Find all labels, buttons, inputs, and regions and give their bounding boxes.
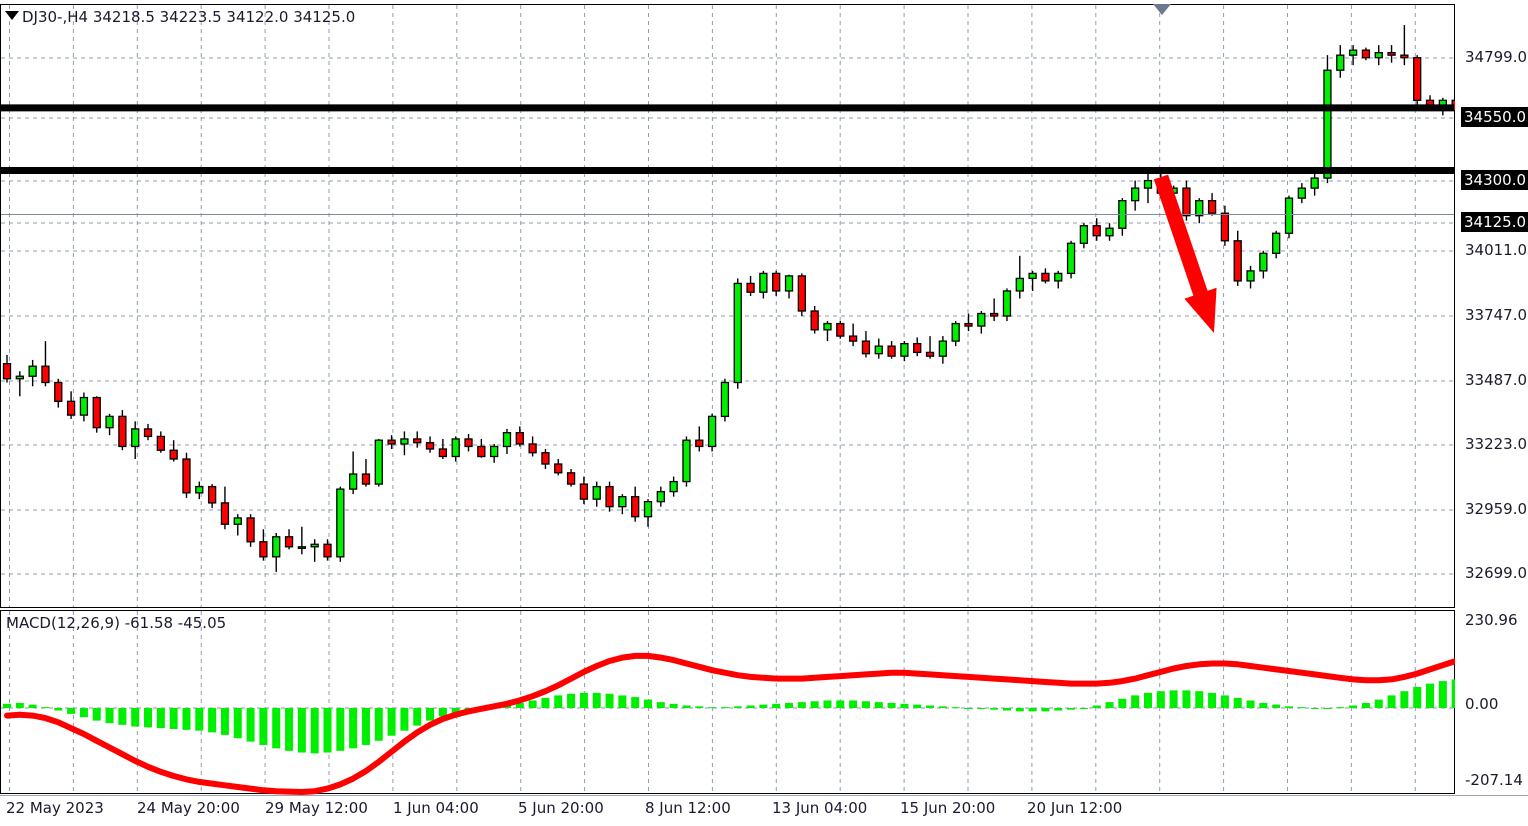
time-axis-tick: 22 May 2023 [6, 799, 104, 817]
macd-axis-tick: -207.14 [1465, 771, 1523, 789]
macd-axis-tick: 0.00 [1465, 695, 1499, 713]
price-axis-tick: 33747.0 [1465, 306, 1528, 324]
price-chart-canvas [1, 5, 1524, 607]
time-axis-tick: 8 Jun 12:00 [645, 799, 731, 817]
time-axis[interactable]: 22 May 2023 24 May 20:00 29 May 12:00 1 Jun… [0, 795, 1528, 826]
price-axis-tick: 34799.0 [1465, 48, 1528, 66]
time-axis-tick: 15 Jun 20:00 [900, 799, 996, 817]
chevron-down-icon[interactable] [5, 11, 19, 20]
price-axis[interactable]: 34799.0 34550.0 34300.0 34125.0 34011.0 33747… [1455, 4, 1528, 608]
price-axis-tick: 32959.0 [1465, 500, 1528, 518]
macd-axis[interactable]: 230.96 0.00 -207.14 [1455, 610, 1528, 794]
time-axis-tick: 24 May 20:00 [137, 799, 240, 817]
price-chart-pane[interactable] [0, 4, 1524, 608]
price-axis-tick: 32699.0 [1465, 564, 1528, 582]
price-axis-tick: 33223.0 [1465, 435, 1528, 453]
price-level-badge: 34550.0 [1461, 107, 1528, 127]
macd-label: MACD(12,26,9) -61.58 -45.05 [6, 614, 227, 632]
time-axis-tick: 29 May 12:00 [265, 799, 368, 817]
time-axis-tick: 13 Jun 04:00 [772, 799, 868, 817]
time-axis-tick: 5 Jun 20:00 [518, 799, 604, 817]
price-level-badge: 34300.0 [1461, 170, 1528, 190]
macd-axis-tick: 230.96 [1465, 611, 1518, 629]
price-axis-tick: 33487.0 [1465, 371, 1528, 389]
macd-chart-canvas [1, 611, 1528, 795]
macd-indicator-pane[interactable] [0, 610, 1528, 795]
time-axis-tick: 20 Jun 12:00 [1027, 799, 1123, 817]
symbol-ohlc-label: DJ30-,H4 34218.5 34223.5 34122.0 34125.0 [22, 8, 356, 26]
price-axis-tick: 34011.0 [1465, 241, 1528, 259]
time-marker-triangle-icon [1153, 4, 1171, 15]
time-axis-tick: 1 Jun 04:00 [393, 799, 479, 817]
price-level-badge: 34125.0 [1461, 212, 1528, 232]
